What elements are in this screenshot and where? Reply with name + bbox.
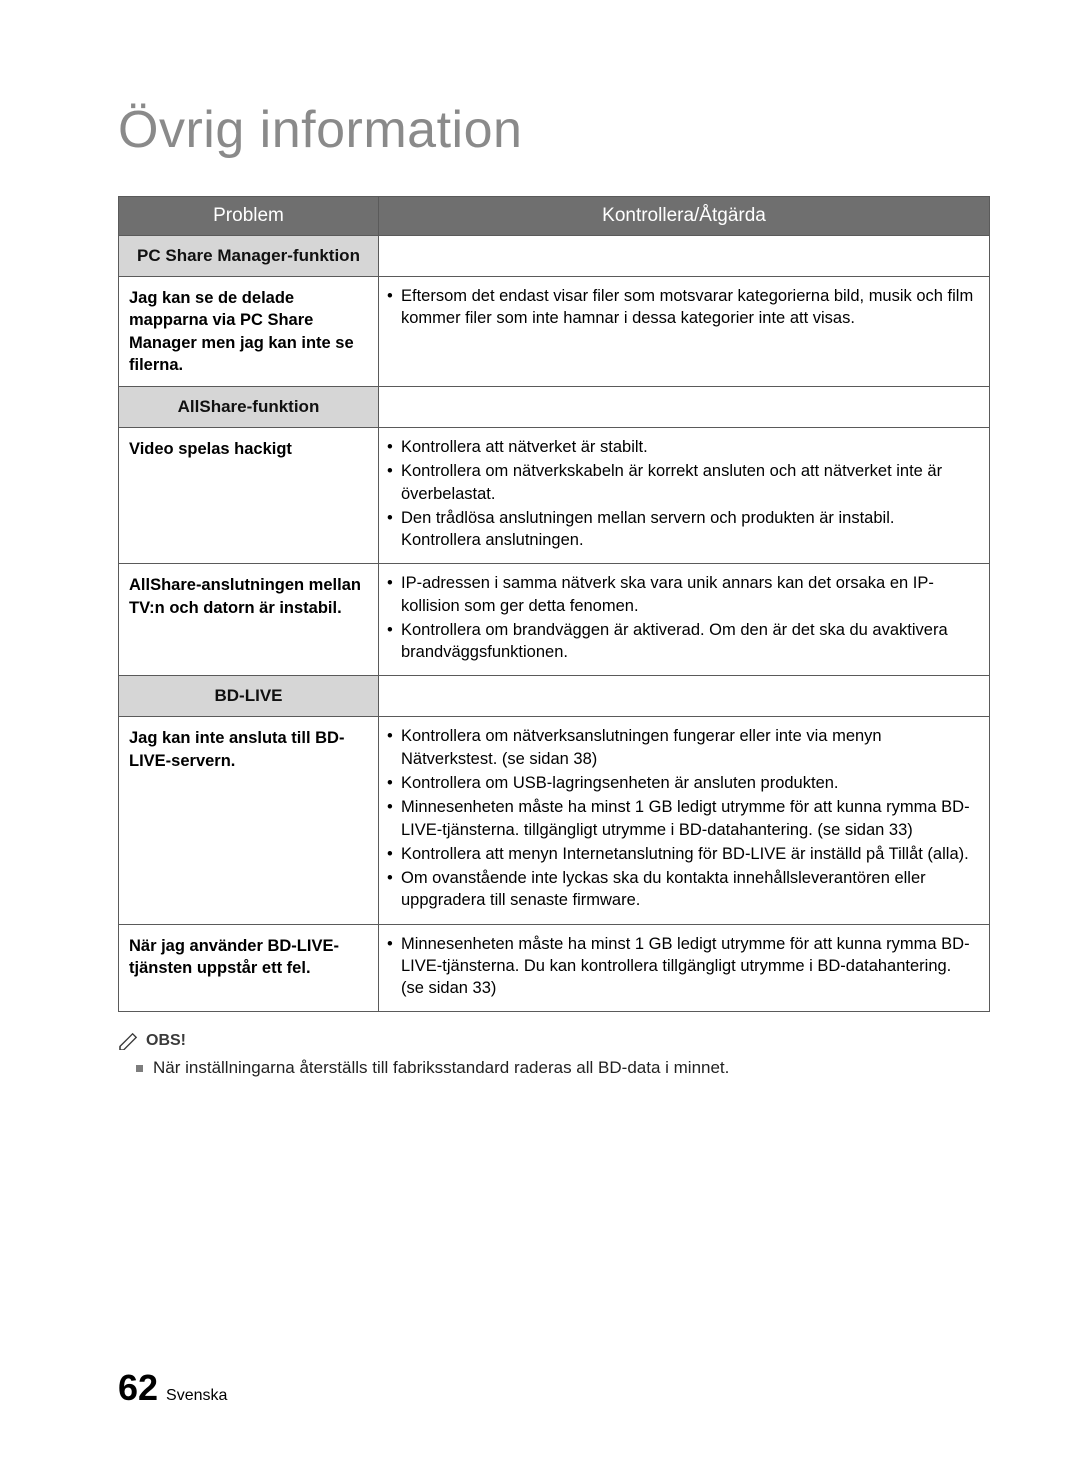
fix-bullet: Kontrollera att menyn Internetanslutning… bbox=[387, 843, 977, 865]
header-fix: Kontrollera/Åtgärda bbox=[379, 197, 990, 236]
note-label: OBS! bbox=[146, 1032, 186, 1050]
table-subheader-row: PC Share Manager-funktion bbox=[119, 236, 990, 277]
square-bullet-icon bbox=[136, 1065, 143, 1072]
table-row: Jag kan se de delade mapparna via PC Sha… bbox=[119, 277, 990, 387]
problem-cell: Jag kan se de delade mapparna via PC Sha… bbox=[119, 277, 379, 387]
subheader-empty bbox=[379, 387, 990, 428]
fix-bullet: Kontrollera om brandväggen är aktiverad.… bbox=[387, 619, 977, 664]
fix-bullet: Kontrollera om nätverksanslutningen fung… bbox=[387, 725, 977, 770]
page-title: Övrig information bbox=[118, 100, 990, 160]
problem-cell: När jag använder BD-LIVE-tjänsten uppstå… bbox=[119, 924, 379, 1012]
page-footer: 62 Svenska bbox=[118, 1367, 227, 1409]
fix-bullet: Kontrollera om USB-lagringsenheten är an… bbox=[387, 772, 977, 794]
fix-cell: Eftersom det endast visar filer som mots… bbox=[379, 277, 990, 387]
fix-bullet: Minnesenheten måste ha minst 1 GB ledigt… bbox=[387, 933, 977, 1000]
fix-bullet: Eftersom det endast visar filer som mots… bbox=[387, 285, 977, 330]
table-header-row: Problem Kontrollera/Åtgärda bbox=[119, 197, 990, 236]
table-subheader-row: AllShare-funktion bbox=[119, 387, 990, 428]
problem-cell: Jag kan inte ansluta till BD-LIVE-server… bbox=[119, 717, 379, 924]
table-row: Jag kan inte ansluta till BD-LIVE-server… bbox=[119, 717, 990, 924]
subheader-empty bbox=[379, 236, 990, 277]
pencil-icon bbox=[118, 1032, 140, 1050]
problem-cell: AllShare-anslutningen mellan TV:n och da… bbox=[119, 564, 379, 676]
table-subheader-row: BD-LIVE bbox=[119, 676, 990, 717]
fix-bullet: Kontrollera om nätverkskabeln är korrekt… bbox=[387, 460, 977, 505]
fix-bullet: IP-adressen i samma nätverk ska vara uni… bbox=[387, 572, 977, 617]
note-block: OBS! När inställningarna återställs till… bbox=[118, 1032, 990, 1078]
fix-cell: Kontrollera att nätverket är stabilt. Ko… bbox=[379, 428, 990, 564]
note-heading: OBS! bbox=[118, 1032, 990, 1050]
table-row: AllShare-anslutningen mellan TV:n och da… bbox=[119, 564, 990, 676]
header-problem: Problem bbox=[119, 197, 379, 236]
table-row: När jag använder BD-LIVE-tjänsten uppstå… bbox=[119, 924, 990, 1012]
fix-cell: Minnesenheten måste ha minst 1 GB ledigt… bbox=[379, 924, 990, 1012]
table-row: Video spelas hackigt Kontrollera att nät… bbox=[119, 428, 990, 564]
subheader-bdlive: BD-LIVE bbox=[119, 676, 379, 717]
fix-cell: Kontrollera om nätverksanslutningen fung… bbox=[379, 717, 990, 924]
page-number: 62 bbox=[118, 1367, 158, 1409]
subheader-pc-share: PC Share Manager-funktion bbox=[119, 236, 379, 277]
subheader-empty bbox=[379, 676, 990, 717]
troubleshooting-table: Problem Kontrollera/Åtgärda PC Share Man… bbox=[118, 196, 990, 1012]
subheader-allshare: AllShare-funktion bbox=[119, 387, 379, 428]
fix-bullet: Kontrollera att nätverket är stabilt. bbox=[387, 436, 977, 458]
note-text: När inställningarna återställs till fabr… bbox=[153, 1058, 729, 1078]
problem-cell: Video spelas hackigt bbox=[119, 428, 379, 564]
fix-bullet: Den trådlösa anslutningen mellan servern… bbox=[387, 507, 977, 552]
fix-bullet: Minnesenheten måste ha minst 1 GB ledigt… bbox=[387, 796, 977, 841]
fix-cell: IP-adressen i samma nätverk ska vara uni… bbox=[379, 564, 990, 676]
page-language: Svenska bbox=[166, 1387, 227, 1405]
note-item: När inställningarna återställs till fabr… bbox=[118, 1058, 990, 1078]
fix-bullet: Om ovanstående inte lyckas ska du kontak… bbox=[387, 867, 977, 912]
